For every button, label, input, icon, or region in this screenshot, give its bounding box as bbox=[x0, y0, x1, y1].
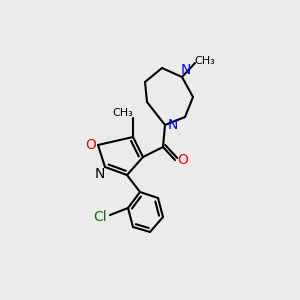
Text: N: N bbox=[168, 118, 178, 132]
Text: O: O bbox=[178, 153, 188, 167]
Text: CH₃: CH₃ bbox=[112, 108, 134, 118]
Text: O: O bbox=[85, 138, 96, 152]
Text: Cl: Cl bbox=[93, 210, 107, 224]
Text: N: N bbox=[95, 167, 105, 181]
Text: CH₃: CH₃ bbox=[195, 56, 215, 66]
Text: N: N bbox=[181, 63, 191, 77]
